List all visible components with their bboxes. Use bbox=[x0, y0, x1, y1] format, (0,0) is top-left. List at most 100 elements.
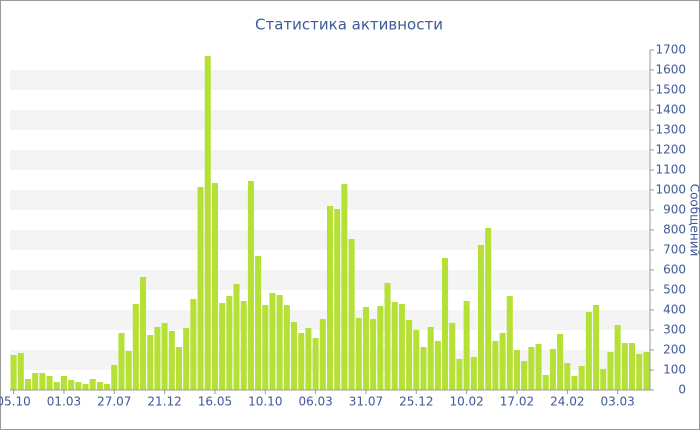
bar bbox=[111, 365, 118, 390]
bar bbox=[499, 333, 506, 390]
bar bbox=[420, 347, 427, 390]
bar bbox=[276, 295, 283, 390]
bar bbox=[118, 333, 125, 390]
bar bbox=[621, 343, 628, 390]
bar bbox=[370, 319, 377, 390]
bar bbox=[557, 334, 564, 390]
bar bbox=[197, 187, 204, 390]
bar bbox=[68, 380, 75, 390]
bar bbox=[39, 373, 46, 390]
bar bbox=[470, 357, 477, 390]
bar bbox=[492, 341, 499, 390]
bar bbox=[391, 302, 398, 390]
y-tick-label: 1000 bbox=[655, 183, 686, 197]
bar bbox=[585, 312, 592, 390]
bar bbox=[564, 363, 571, 390]
bar bbox=[398, 304, 405, 390]
y-tick-label: 600 bbox=[663, 263, 686, 277]
x-tick-label: 10.10 bbox=[248, 395, 282, 409]
x-tick-label: 31.07 bbox=[349, 395, 383, 409]
bar bbox=[434, 341, 441, 390]
bar bbox=[614, 325, 621, 390]
y-tick-label: 1700 bbox=[655, 43, 686, 57]
bar bbox=[571, 376, 578, 390]
bar bbox=[291, 322, 298, 390]
bar bbox=[456, 359, 463, 390]
x-tick-label: 10.02 bbox=[449, 395, 483, 409]
y-tick-label: 900 bbox=[663, 203, 686, 217]
bar bbox=[60, 376, 67, 390]
bar bbox=[593, 305, 600, 390]
x-tick-label: 01.03 bbox=[47, 395, 81, 409]
grid-band bbox=[10, 110, 650, 130]
bar bbox=[190, 299, 197, 390]
bar bbox=[449, 323, 456, 390]
y-tick-label: 1500 bbox=[655, 83, 686, 97]
x-tick-label: 05.10 bbox=[0, 395, 31, 409]
bar bbox=[140, 277, 147, 390]
bar bbox=[32, 373, 39, 390]
bar bbox=[542, 375, 549, 390]
bar bbox=[168, 331, 175, 390]
bar bbox=[226, 296, 233, 390]
x-tick-label: 16.05 bbox=[198, 395, 232, 409]
bar bbox=[24, 379, 31, 390]
bar bbox=[326, 206, 334, 390]
bar bbox=[219, 303, 226, 390]
bar bbox=[269, 293, 276, 390]
bar bbox=[240, 301, 247, 390]
y-tick-label: 0 bbox=[678, 383, 686, 397]
y-tick-label: 1400 bbox=[655, 103, 686, 117]
bar bbox=[506, 296, 513, 390]
y-tick-label: 300 bbox=[663, 323, 686, 337]
bar bbox=[262, 305, 269, 390]
grid-band bbox=[10, 190, 650, 210]
bar bbox=[427, 327, 434, 390]
bar bbox=[362, 307, 369, 390]
bar bbox=[513, 350, 520, 390]
bar bbox=[442, 258, 449, 390]
y-tick-label: 1600 bbox=[655, 63, 686, 77]
grid-band bbox=[10, 70, 650, 90]
bar bbox=[629, 343, 636, 390]
chart-title: Статистика активности bbox=[255, 16, 443, 34]
bar bbox=[255, 256, 262, 390]
bar bbox=[183, 328, 190, 390]
bar bbox=[463, 301, 470, 390]
bar bbox=[636, 354, 643, 390]
bar bbox=[477, 245, 485, 390]
y-tick-label: 1100 bbox=[655, 163, 686, 177]
bar bbox=[319, 319, 326, 390]
bar bbox=[535, 344, 542, 390]
bar bbox=[578, 366, 585, 390]
bar bbox=[125, 351, 132, 390]
x-tick-label: 03.03 bbox=[600, 395, 634, 409]
bar bbox=[384, 283, 391, 390]
bar bbox=[46, 376, 53, 390]
x-tick-label: 25.12 bbox=[399, 395, 433, 409]
y-tick-label: 800 bbox=[663, 223, 686, 237]
bar bbox=[211, 183, 218, 390]
bar bbox=[53, 382, 60, 390]
bar bbox=[204, 56, 211, 390]
bar bbox=[643, 352, 650, 390]
bar bbox=[528, 347, 535, 390]
bar bbox=[247, 181, 254, 390]
y-tick-label: 1300 bbox=[655, 123, 686, 137]
bar bbox=[298, 333, 305, 390]
bar bbox=[600, 369, 607, 390]
bar bbox=[132, 304, 139, 390]
bar bbox=[96, 382, 103, 390]
x-tick-label: 24.02 bbox=[550, 395, 584, 409]
bar bbox=[75, 382, 82, 390]
x-tick-label: 21.12 bbox=[147, 395, 181, 409]
bar bbox=[161, 323, 168, 390]
bar bbox=[89, 379, 96, 390]
bar bbox=[406, 320, 413, 390]
x-tick-label: 17.02 bbox=[500, 395, 534, 409]
bar bbox=[175, 347, 183, 390]
bar bbox=[377, 306, 384, 390]
bar bbox=[82, 384, 89, 390]
y-tick-label: 500 bbox=[663, 283, 686, 297]
